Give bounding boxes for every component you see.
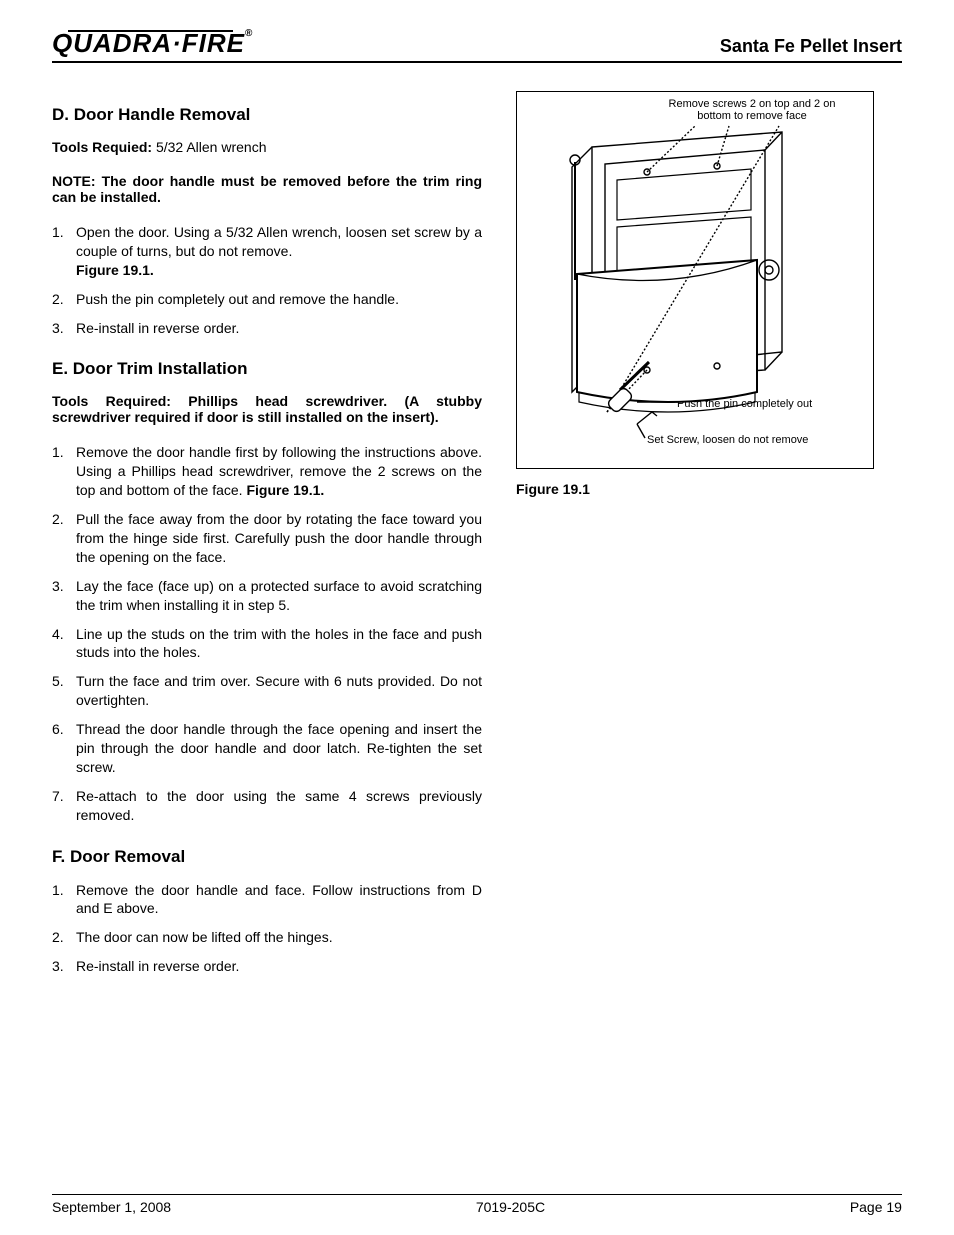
section-f-steps: Remove the door handle and face. Follow … [52, 881, 482, 977]
footer-page: Page 19 [850, 1199, 902, 1215]
tools-value: 5/32 Allen wrench [152, 139, 266, 155]
section-d-heading: D. Door Handle Removal [52, 105, 482, 125]
figure-ref: Figure 19.1. [76, 262, 154, 278]
step-text: Open the door. Using a 5/32 Allen wrench… [76, 224, 482, 259]
step-text: Re-attach to the door using the same 4 s… [76, 788, 482, 823]
content-grid: D. Door Handle Removal Tools Requied: 5/… [52, 91, 902, 998]
step-item: Push the pin completely out and remove t… [52, 290, 482, 309]
right-column: Remove screws 2 on top and 2 on bottom t… [516, 91, 886, 998]
footer-date: September 1, 2008 [52, 1199, 171, 1215]
figure-caption: Figure 19.1 [516, 481, 886, 497]
left-column: D. Door Handle Removal Tools Requied: 5/… [52, 91, 482, 998]
section-e-steps: Remove the door handle first by followin… [52, 443, 482, 824]
step-text: Remove the door handle and face. Follow … [76, 882, 482, 917]
figure-box: Remove screws 2 on top and 2 on bottom t… [516, 91, 874, 469]
section-d-tools: Tools Requied: 5/32 Allen wrench [52, 139, 482, 155]
step-item: Turn the face and trim over. Secure with… [52, 672, 482, 710]
step-item: Re-attach to the door using the same 4 s… [52, 787, 482, 825]
section-d-note: NOTE: The door handle must be removed be… [52, 173, 482, 205]
step-item: Remove the door handle and face. Follow … [52, 881, 482, 919]
door-diagram-icon [517, 92, 874, 469]
step-item: The door can now be lifted off the hinge… [52, 928, 482, 947]
step-item: Line up the studs on the trim with the h… [52, 625, 482, 663]
page-footer: September 1, 2008 7019-205C Page 19 [52, 1194, 902, 1215]
note-prefix: NOTE: [52, 173, 102, 189]
note-body: The door handle must be removed before t… [52, 173, 482, 205]
step-text: Re-install in reverse order. [76, 320, 239, 336]
step-text: Push the pin completely out and remove t… [76, 291, 399, 307]
step-item: Lay the face (face up) on a protected su… [52, 577, 482, 615]
figure-ref: Figure 19.1. [246, 482, 324, 498]
section-f-heading: F. Door Removal [52, 847, 482, 867]
step-text: Pull the face away from the door by rota… [76, 511, 482, 565]
step-text: Thread the door handle through the face … [76, 721, 482, 775]
step-item: Remove the door handle first by followin… [52, 443, 482, 500]
step-text: Lay the face (face up) on a protected su… [76, 578, 482, 613]
page-header: QUADRA·FIRE® Santa Fe Pellet Insert [52, 28, 902, 63]
step-text: The door can now be lifted off the hinge… [76, 929, 333, 945]
step-item: Open the door. Using a 5/32 Allen wrench… [52, 223, 482, 280]
step-item: Re-install in reverse order. [52, 957, 482, 976]
step-item: Thread the door handle through the face … [52, 720, 482, 777]
step-item: Pull the face away from the door by rota… [52, 510, 482, 567]
step-text: Line up the studs on the trim with the h… [76, 626, 482, 661]
brand-text: QUADRA·FIRE [52, 28, 245, 58]
section-d-steps: Open the door. Using a 5/32 Allen wrench… [52, 223, 482, 337]
section-e-heading: E. Door Trim Installation [52, 359, 482, 379]
step-text: Re-install in reverse order. [76, 958, 239, 974]
tools-label: Tools Requied: [52, 139, 152, 155]
product-title: Santa Fe Pellet Insert [720, 36, 902, 59]
brand-logo: QUADRA·FIRE® [52, 28, 253, 59]
footer-doc: 7019-205C [476, 1199, 545, 1215]
section-e-tools: Tools Required: Phillips head screwdrive… [52, 393, 482, 425]
step-item: Re-install in reverse order. [52, 319, 482, 338]
step-text: Turn the face and trim over. Secure with… [76, 673, 482, 708]
